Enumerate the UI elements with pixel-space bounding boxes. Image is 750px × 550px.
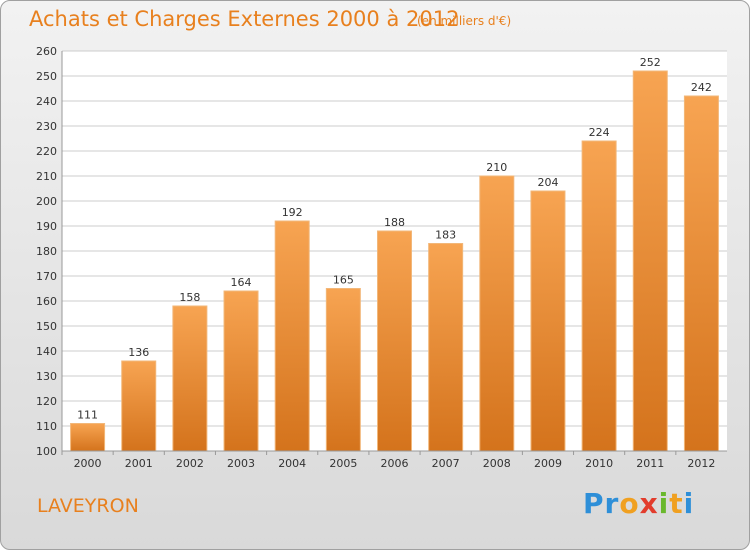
y-tick-label: 240 bbox=[36, 95, 57, 108]
x-tick-label: 2000 bbox=[74, 457, 102, 470]
data-label: 210 bbox=[486, 161, 507, 174]
bar-2012 bbox=[683, 95, 719, 452]
bar-2000 bbox=[70, 423, 106, 452]
logo-part: Pr bbox=[583, 487, 620, 520]
x-tick-label: 2009 bbox=[534, 457, 562, 470]
y-tick-label: 190 bbox=[36, 220, 57, 233]
y-tick-label: 210 bbox=[36, 170, 57, 183]
logo-part: i bbox=[658, 487, 670, 520]
bar-2010 bbox=[581, 140, 617, 452]
y-tick-label: 130 bbox=[36, 370, 57, 383]
x-tick-label: 2001 bbox=[125, 457, 153, 470]
data-label: 252 bbox=[640, 56, 661, 69]
bar-2005 bbox=[325, 288, 361, 452]
y-tick-label: 260 bbox=[36, 45, 57, 58]
bar-2011 bbox=[632, 70, 668, 452]
data-label: 183 bbox=[435, 229, 456, 242]
data-label: 188 bbox=[384, 216, 405, 229]
y-axis-ticks: 100 110 120 130 140 150 160 170 180 190 200 210 220 2… bbox=[36, 45, 57, 458]
logo-part: o bbox=[619, 487, 640, 520]
y-tick-label: 150 bbox=[36, 320, 57, 333]
x-tick-label: 2005 bbox=[329, 457, 357, 470]
data-label: 192 bbox=[282, 206, 303, 219]
y-tick-label: 250 bbox=[36, 70, 57, 83]
x-tick-label: 2011 bbox=[636, 457, 664, 470]
bar-2001 bbox=[121, 360, 157, 452]
bar-2007 bbox=[428, 243, 464, 452]
bar-2008 bbox=[479, 175, 515, 452]
bar-2009 bbox=[530, 190, 566, 452]
logo-part: x bbox=[639, 487, 659, 520]
data-label: 111 bbox=[77, 409, 98, 422]
logo-part: i bbox=[683, 487, 695, 520]
bar-2002 bbox=[172, 305, 208, 452]
data-label: 164 bbox=[231, 276, 252, 289]
data-label: 204 bbox=[537, 176, 558, 189]
data-label: 136 bbox=[128, 346, 149, 359]
x-tick-label: 2003 bbox=[227, 457, 255, 470]
y-tick-label: 230 bbox=[36, 120, 57, 133]
x-tick-label: 2008 bbox=[483, 457, 511, 470]
y-tick-label: 200 bbox=[36, 195, 57, 208]
y-tick-label: 180 bbox=[36, 245, 57, 258]
x-tick-label: 2010 bbox=[585, 457, 613, 470]
y-tick-label: 160 bbox=[36, 295, 57, 308]
x-tick-label: 2002 bbox=[176, 457, 204, 470]
x-axis-ticks: 2000 2001 2002 2003 2004 2005 2006 2007 2008 2009… bbox=[61, 451, 715, 470]
y-tick-label: 100 bbox=[36, 445, 57, 458]
y-tick-label: 170 bbox=[36, 270, 57, 283]
logo-part: t bbox=[669, 487, 684, 520]
bars bbox=[70, 70, 719, 452]
bar-2006 bbox=[377, 230, 412, 452]
x-tick-label: 2012 bbox=[687, 457, 715, 470]
y-tick-label: 120 bbox=[36, 395, 57, 408]
data-label: 242 bbox=[691, 81, 712, 94]
y-tick-label: 140 bbox=[36, 345, 57, 358]
proxiti-logo: Proxiti bbox=[583, 487, 694, 520]
data-label: 224 bbox=[589, 126, 610, 139]
chart-subtitle: (en milliers d'€) bbox=[417, 14, 512, 28]
x-tick-label: 2007 bbox=[432, 457, 460, 470]
x-tick-label: 2004 bbox=[278, 457, 306, 470]
bar-2003 bbox=[223, 290, 259, 452]
x-tick-label: 2006 bbox=[381, 457, 409, 470]
y-tick-label: 110 bbox=[36, 420, 57, 433]
y-tick-label: 220 bbox=[36, 145, 57, 158]
data-label: 158 bbox=[179, 291, 200, 304]
data-labels: 111 136 158 164 192 165 188 183 210 204 224 252 242 bbox=[77, 56, 712, 422]
data-label: 165 bbox=[333, 274, 354, 287]
bar-2004 bbox=[274, 220, 310, 452]
chart-title: Achats et Charges Externes 2000 à 2012 bbox=[29, 7, 460, 31]
location-name: LAVEYRON bbox=[37, 495, 139, 517]
